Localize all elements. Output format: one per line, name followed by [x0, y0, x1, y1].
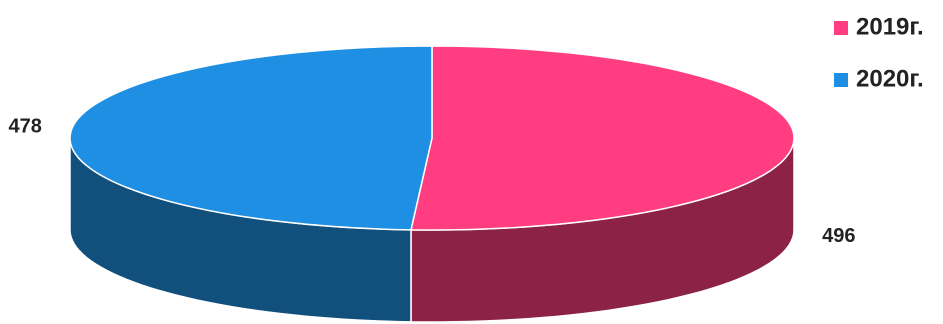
legend-label: 2019г.	[856, 13, 924, 40]
legend-label: 2020г.	[856, 65, 924, 92]
slice	[69, 45, 433, 231]
legend-swatch	[834, 73, 848, 87]
slice	[410, 45, 795, 231]
data-label: 496	[822, 225, 855, 247]
legend-swatch	[834, 21, 848, 35]
data-label: 478	[8, 116, 41, 138]
